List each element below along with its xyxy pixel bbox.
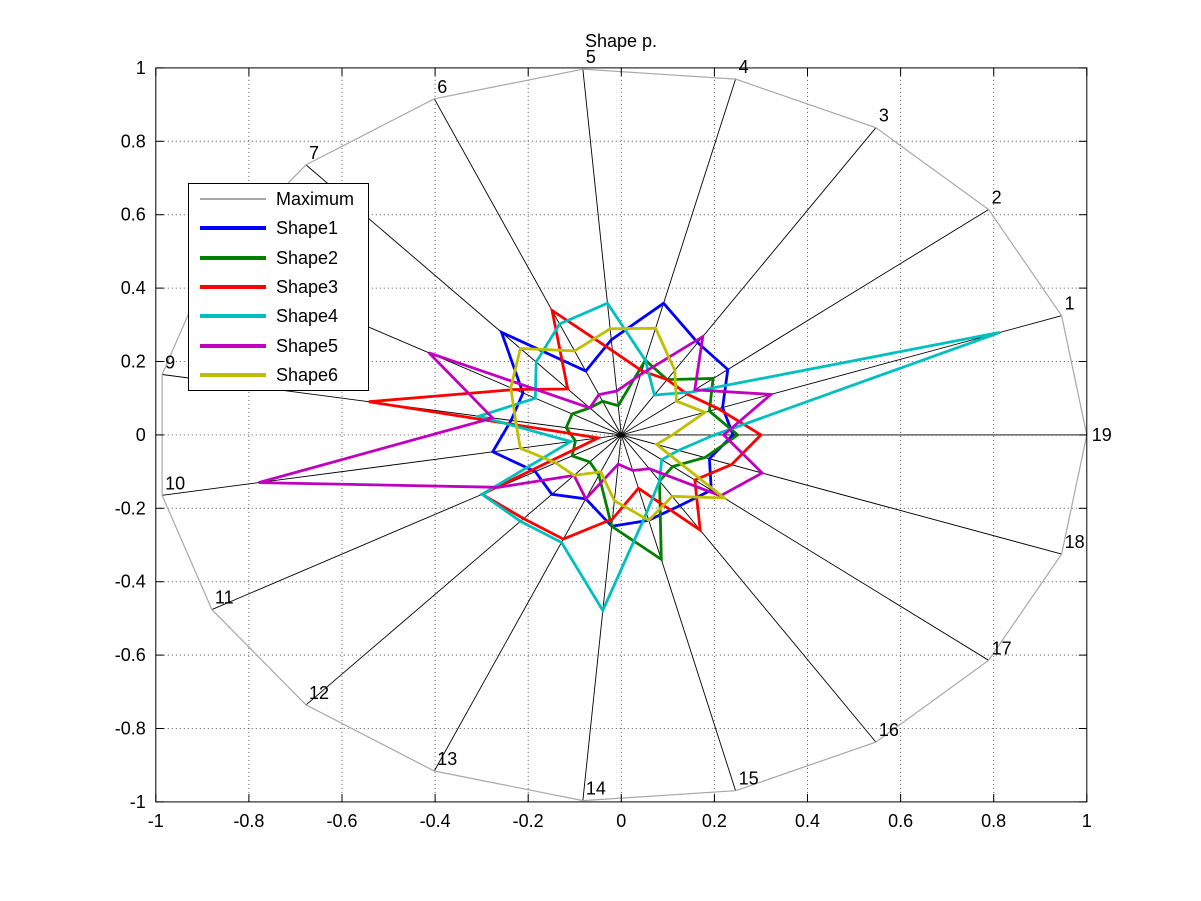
x-tick-label: -0.8 [233,811,264,831]
radar-spoke [433,98,622,436]
spoke-label: 11 [215,588,234,608]
spoke-label: 1 [1065,294,1075,314]
legend-line-sample [200,343,266,348]
spoke-label: 10 [165,473,185,493]
y-tick-label: 0.4 [121,278,146,298]
legend-label: Shape5 [276,335,339,356]
y-tick-label: 1 [136,58,146,78]
x-tick-label: 0.2 [702,811,727,831]
y-tick-label: 0.8 [121,131,146,151]
x-tick-label: 0 [616,811,626,831]
y-tick-label: -0.2 [115,498,146,518]
legend-item: Shape5 [189,333,368,359]
radar-spoke [620,434,877,743]
spoke-label: 16 [879,720,899,740]
x-tick-label: -1 [148,811,164,831]
spoke-label: 14 [586,779,606,799]
legend-item: Shape4 [189,303,368,329]
radar-spoke [582,69,622,435]
spoke-label: 15 [739,769,759,789]
y-tick-label: -1 [130,792,146,812]
x-tick-label: 1 [1082,811,1092,831]
series-Shape4 [474,301,1001,614]
radar-spoke [620,127,877,436]
spoke-label: 4 [739,57,749,77]
spoke-label: 7 [309,143,319,163]
radar-spoke [305,434,622,706]
x-tick-label: -0.4 [420,811,451,831]
legend-item: Shape6 [189,362,368,388]
radar-spoke [620,434,737,791]
legend-label: Maximum [276,188,355,209]
y-tick-label: -0.4 [115,572,146,592]
x-tick-label: 0.4 [795,811,820,831]
y-tick-label: -0.6 [115,645,146,665]
radar-spoke [162,434,622,496]
legend-line-sample [200,373,266,378]
radar-spoke [620,78,737,436]
x-tick-label: 0.6 [888,811,913,831]
radar-spoke [621,209,989,436]
spoke-label: 3 [879,106,889,126]
legend-line-sample [200,197,266,200]
y-tick-label: 0 [136,425,146,445]
series-Shape3 [368,307,764,541]
legend-label: Shape2 [276,247,339,268]
radar-spoke [621,434,989,661]
legend: Maximum Shape1 Shape2 Shape3 Shape4 Shape5 Sha… [188,183,369,391]
legend-label: Shape6 [276,365,339,386]
x-tick-label: -0.2 [513,811,544,831]
legend-label: Shape4 [276,306,339,327]
legend-line-sample [200,255,266,260]
legend-line-sample [200,226,266,231]
series-Shape6 [509,326,729,523]
legend-label: Shape3 [276,276,339,297]
spoke-label: 17 [992,638,1012,658]
spoke-label: 9 [165,353,175,373]
y-tick-label: 0.6 [121,205,146,225]
legend-line-sample [200,284,266,289]
y-tick-label: -0.8 [115,719,146,739]
spoke-label: 19 [1092,425,1112,445]
legend-item: Shape1 [189,215,368,241]
spoke-label: 5 [586,47,596,67]
series-Shape1 [490,301,735,528]
radar-spoke [433,434,622,772]
series-Shape5 [258,333,775,502]
chart-title: Shape p. [584,31,658,51]
radar-spoke [211,434,622,610]
legend-line-sample [200,314,266,319]
spoke-label: 6 [437,77,447,97]
x-tick-label: 0.8 [981,811,1006,831]
spoke-label: 2 [992,188,1002,208]
radar-spoke [621,434,1062,555]
series-Maximum [161,68,1088,802]
legend-label: Shape1 [276,218,339,239]
legend-item: Shape2 [189,245,368,271]
spoke-label: 12 [309,683,329,703]
radar-spoke [582,434,622,801]
legend-item: Maximum [189,186,368,212]
y-tick-label: 0.2 [121,352,146,372]
x-tick-label: -0.6 [326,811,357,831]
spoke-label: 13 [437,749,457,769]
legend-item: Shape3 [189,274,368,300]
spoke-label: 18 [1065,532,1085,552]
